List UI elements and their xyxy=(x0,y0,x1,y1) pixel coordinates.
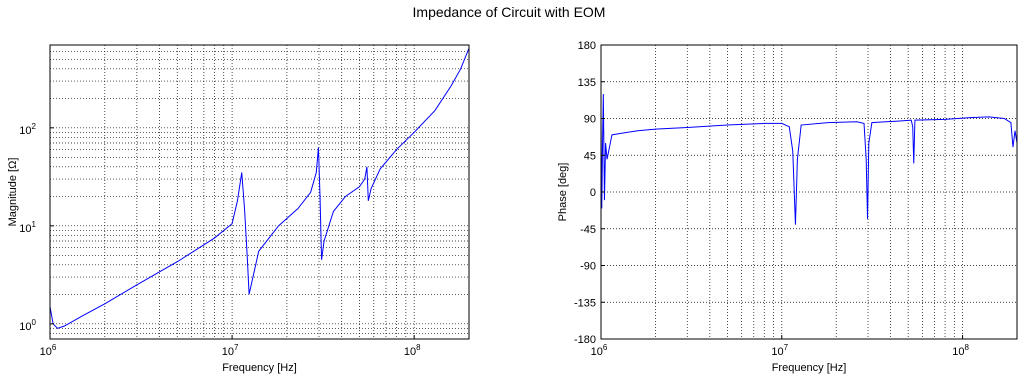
magnitude-plot-frame xyxy=(49,44,470,340)
magnitude-x-tick-label: 107 xyxy=(222,343,239,358)
phase-x-tick-label: 108 xyxy=(952,343,969,358)
figure-title: Impedance of Circuit with EOM xyxy=(413,4,606,20)
magnitude-ticks: 106 107 108 100 101 102 xyxy=(19,122,421,358)
magnitude-y-tick-label: 101 xyxy=(19,220,36,235)
phase-y-tick-label: 90 xyxy=(584,114,596,126)
magnitude-grid xyxy=(50,45,469,340)
magnitude-x-tick-label: 106 xyxy=(40,343,57,358)
phase-trace-group xyxy=(601,93,1017,225)
phase-trace-line xyxy=(601,93,1017,225)
phase-y-tick-label: -180 xyxy=(574,334,596,346)
phase-x-axis-label: Frequency [Hz] xyxy=(772,362,847,374)
phase-y-tick-label: -90 xyxy=(580,261,596,273)
magnitude-x-axis-label: Frequency [Hz] xyxy=(222,362,297,374)
phase-y-tick-label: -135 xyxy=(574,297,596,309)
phase-x-tick-label: 107 xyxy=(771,343,788,358)
magnitude-chart: 106 107 108 100 101 102 Frequency [Hz] Magnit… xyxy=(7,44,470,374)
magnitude-x-tick-label: 108 xyxy=(404,343,421,358)
magnitude-y-axis-label: Magnitude [Ω] xyxy=(7,158,19,227)
phase-y-axis-label: Phase [deg] xyxy=(557,163,569,222)
magnitude-y-tick-label: 100 xyxy=(19,318,36,333)
magnitude-y-tick-label: 102 xyxy=(19,122,36,137)
magnitude-trace-group xyxy=(50,47,469,329)
phase-y-tick-label: 180 xyxy=(578,40,596,52)
phase-y-tick-label: -45 xyxy=(580,224,596,236)
phase-y-tick-label: 135 xyxy=(578,77,596,89)
magnitude-trace-line xyxy=(50,47,469,329)
phase-grid xyxy=(601,45,1017,339)
phase-y-tick-label: 0 xyxy=(590,187,596,199)
phase-y-tick-label: 45 xyxy=(584,150,596,162)
